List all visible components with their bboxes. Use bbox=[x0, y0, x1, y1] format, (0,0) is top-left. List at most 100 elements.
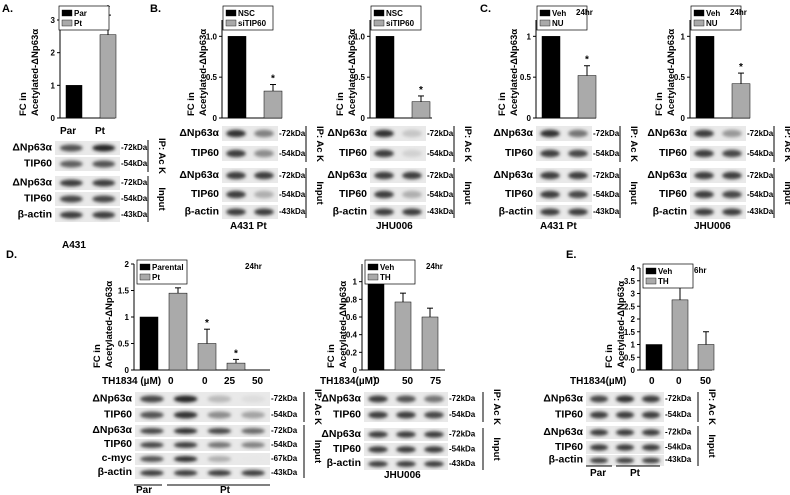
bar bbox=[645, 344, 663, 371]
blot-kda-label: -43kDa bbox=[449, 459, 476, 468]
y-tick-label: 0 bbox=[631, 366, 636, 375]
blot-protein-label: β-actin bbox=[499, 206, 533, 218]
bracket-label: Input bbox=[156, 187, 167, 211]
blot-protein-label: β-actin bbox=[327, 457, 361, 469]
bar bbox=[139, 316, 159, 371]
bar bbox=[263, 90, 283, 119]
blot-strip-d1-cmyc: c-myc -67kDa bbox=[102, 452, 298, 465]
blot-band bbox=[540, 208, 560, 216]
y-tick-label: 3 bbox=[51, 16, 56, 25]
blot-band bbox=[424, 461, 444, 467]
legend-label: NU bbox=[552, 19, 564, 28]
panel-b-cell-line-2: JHU006 bbox=[376, 221, 413, 232]
panel-e-dose-1: 0 bbox=[676, 376, 682, 387]
blot-band bbox=[722, 190, 742, 199]
blot-strip-c1-dnp63-in: ΔNp63α -72kDa bbox=[493, 168, 620, 183]
blot-band bbox=[615, 395, 635, 403]
blot-kda-label: -72kDa bbox=[427, 171, 454, 180]
blot-strip-d1-actin: β-actin -43kDa bbox=[98, 466, 298, 479]
bracket-text: IP: Ac K bbox=[628, 126, 639, 162]
legend-swatch bbox=[539, 9, 551, 17]
blot-band bbox=[140, 428, 164, 434]
b2-bracket-ip: IP: Ac K bbox=[453, 126, 473, 162]
blot-band bbox=[424, 446, 444, 453]
time-annotation: 24hr bbox=[426, 262, 443, 271]
panel-d-dose-label-right: TH1834(µM) bbox=[320, 376, 376, 387]
blot-band bbox=[402, 171, 422, 180]
blot-band bbox=[540, 190, 560, 199]
y-label-line-1: FC in bbox=[186, 92, 197, 116]
blot-band bbox=[402, 190, 422, 199]
y-tick-label: 0 bbox=[51, 114, 56, 123]
c1-bracket-ip: IP: Ac K bbox=[619, 126, 639, 162]
y-tick-label: 1 bbox=[125, 313, 130, 322]
blot-band bbox=[568, 208, 588, 216]
blot-kda-label: -72kDa bbox=[271, 394, 298, 403]
blot-kda-label: -43kDa bbox=[279, 207, 306, 216]
y-label-line-1: FC in bbox=[335, 92, 346, 116]
blot-protein-label: ΔNp63α bbox=[543, 393, 583, 405]
blot-strip-b1-tip60-in: TIP60 -54kDa bbox=[191, 187, 306, 202]
blot-strip-d1-tip60-ip: TIP60 -54kDa bbox=[104, 408, 298, 422]
blot-band bbox=[140, 395, 164, 403]
blot-protein-label: ΔNp63α bbox=[647, 169, 687, 181]
y-label-line-1: FC in bbox=[326, 344, 337, 368]
blot-kda-label: -72kDa bbox=[593, 171, 620, 180]
blot-band bbox=[589, 444, 609, 451]
blot-band bbox=[615, 444, 635, 451]
bar bbox=[411, 101, 431, 119]
blot-band bbox=[254, 190, 274, 199]
y-tick-label: 1.0 bbox=[206, 32, 218, 41]
blot-band bbox=[241, 395, 265, 403]
blot-band bbox=[641, 395, 661, 403]
panel-label-c: C. bbox=[480, 3, 491, 15]
blot-kda-label: -54kDa bbox=[747, 190, 774, 199]
blot-protein-label: TIP60 bbox=[555, 441, 583, 453]
blot-kda-label: -54kDa bbox=[665, 442, 692, 451]
d2-bracket-ip: IP: Ac K bbox=[482, 389, 502, 425]
y-tick-label: 1.5 bbox=[118, 287, 130, 296]
bracket-text: IP: Ac K bbox=[706, 389, 717, 425]
panel-label-d: D. bbox=[6, 249, 17, 261]
blot-band bbox=[694, 190, 714, 199]
time-annotation: 24hr bbox=[245, 262, 262, 271]
panel-d-group-par: Par bbox=[136, 485, 152, 495]
blot-band bbox=[207, 411, 232, 419]
bracket-label: IP: Ac K bbox=[628, 126, 639, 162]
panel-d-dose-2: 25 bbox=[224, 376, 236, 387]
blot-protein-label: TIP60 bbox=[505, 188, 533, 200]
y-tick-label: 0 bbox=[527, 114, 532, 123]
blot-band bbox=[374, 149, 394, 158]
bar bbox=[197, 343, 217, 371]
y-tick-label: 0 bbox=[353, 366, 358, 375]
y-label-line-1: FC in bbox=[604, 344, 615, 368]
y-tick-label: 0.5 bbox=[118, 340, 130, 349]
blot-kda-label: -54kDa bbox=[593, 190, 620, 199]
blot-band bbox=[396, 461, 416, 467]
blot-strip-b1-actin: β-actin -43kDa bbox=[185, 205, 306, 219]
blot-strip-b1-dnp63-in: ΔNp63α -72kDa bbox=[179, 168, 306, 183]
panel-e-group-par: Par bbox=[590, 468, 606, 479]
bar bbox=[375, 36, 395, 119]
d2-bracket-input: Input bbox=[482, 428, 502, 470]
blot-band bbox=[424, 395, 444, 403]
blot-strip-d2-dnp63-in: ΔNp63α -72kDa bbox=[321, 428, 476, 441]
blot-protein-label: ΔNp63α bbox=[493, 127, 533, 139]
bracket-text: Input bbox=[314, 181, 325, 205]
panel-e-dose-label: TH1834(µM) bbox=[570, 376, 626, 387]
blot-band bbox=[207, 470, 232, 476]
bracket-label: IP: Ac K bbox=[314, 126, 325, 162]
bar bbox=[394, 301, 412, 371]
blot-kda-label: -54kDa bbox=[427, 149, 454, 158]
bar bbox=[695, 36, 715, 119]
blot-band bbox=[92, 195, 116, 203]
e-bracket-ip: IP: Ac K bbox=[697, 389, 717, 425]
blot-band bbox=[140, 470, 164, 476]
y-label-line-1: FC in bbox=[18, 92, 29, 116]
blot-kda-label: -43kDa bbox=[121, 210, 148, 219]
legend-label: Parental bbox=[152, 263, 184, 272]
